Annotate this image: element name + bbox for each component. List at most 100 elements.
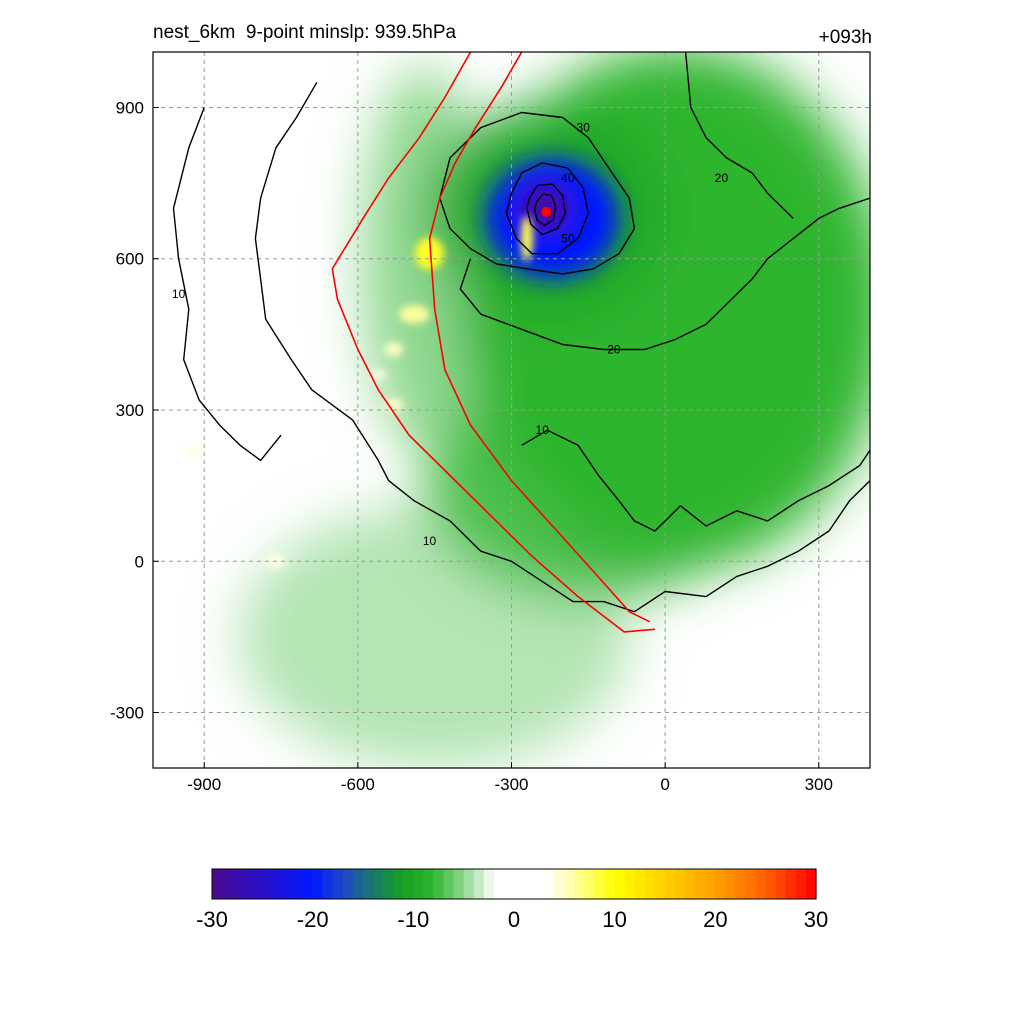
colorbar-cell	[212, 869, 223, 899]
colorbar-cell	[685, 869, 696, 899]
colorbar-cell	[503, 869, 515, 899]
colorbar-cells	[212, 869, 817, 899]
red-line-2	[428, 52, 651, 623]
colorbar: -30 -20 -10 0 10 20 30	[196, 868, 828, 932]
positive-patch-0	[415, 237, 444, 270]
contour-60	[533, 193, 557, 227]
red-line-1	[331, 52, 655, 633]
colorbar-tick-label: -30	[196, 907, 228, 932]
colorbar-cell	[463, 869, 475, 899]
colorbar-cell	[654, 869, 666, 899]
colorbar-cell	[373, 869, 384, 899]
y-tick-label: 300	[116, 401, 144, 420]
positive-patch-3	[384, 398, 403, 412]
colorbar-cell	[272, 869, 284, 899]
colorbar-cell	[514, 869, 525, 899]
contour-label: 50	[561, 232, 575, 246]
field-core	[485, 157, 620, 279]
colorbar-cell	[423, 869, 435, 899]
contour-label: 20	[715, 171, 729, 185]
colorbar-cell	[614, 869, 626, 899]
colorbar-cell	[483, 869, 495, 899]
colorbar-cell	[715, 869, 726, 899]
colorbar-cell	[795, 869, 807, 899]
colorbar-cell	[574, 869, 586, 899]
forecast-hour-label: +093h	[818, 27, 872, 48]
contour-label: 30	[577, 121, 591, 135]
colorbar-cell	[292, 869, 304, 899]
colorbar-cell	[524, 869, 535, 899]
contour-20	[684, 52, 794, 219]
colorbar-tick-label: 30	[804, 907, 828, 932]
positive-patch-2	[384, 342, 403, 357]
colorbar-cell	[775, 869, 787, 899]
contour-label: 40	[561, 171, 575, 185]
colorbar-cell	[735, 869, 747, 899]
x-tick-label: -900	[187, 775, 221, 794]
contour-label: 20	[607, 342, 621, 356]
axes: -900 -600 -300 0 300 -300 0 300 600 900	[110, 98, 833, 794]
colorbar-cell	[805, 869, 817, 899]
contour-10	[172, 107, 282, 462]
colorbar-cell	[403, 869, 414, 899]
colorbar-cell	[302, 869, 314, 899]
field-patches	[184, 215, 534, 569]
colorbar-cell	[705, 869, 716, 899]
positive-patch-5	[184, 444, 204, 457]
colorbar-cell	[393, 869, 404, 899]
colorbar-cell	[785, 869, 797, 899]
colorbar-cell	[644, 869, 656, 899]
x-tick-label: 0	[660, 775, 669, 794]
colorbar-cell	[242, 869, 253, 899]
colorbar-cell	[624, 869, 636, 899]
y-tick-label: 0	[135, 552, 144, 571]
colorbar-cell	[252, 869, 263, 899]
contour-10	[254, 81, 870, 613]
colorbar-cell	[665, 869, 676, 899]
storm-center-marker	[541, 206, 552, 217]
colorbar-tick-label: 20	[703, 907, 727, 932]
colorbar-tick-label: 10	[602, 907, 626, 932]
colorbar-cell	[433, 869, 445, 899]
colorbar-cell	[363, 869, 374, 899]
colorbar-cell	[312, 869, 324, 899]
y-tick-label: -300	[110, 704, 144, 723]
chart-title: nest_6km 9-point minslp: 939.5hPa	[153, 22, 457, 43]
colorbar-cell	[352, 869, 364, 899]
colorbar-cell	[765, 869, 777, 899]
contour-label: 10	[423, 534, 437, 548]
contour-label: 10	[536, 423, 550, 437]
colorbar-cell	[493, 869, 505, 899]
colorbar-tick-label: 0	[508, 907, 520, 932]
plot-area: 10 10 10 20 20 30 40 50	[153, 52, 870, 768]
colorbar-cell	[745, 869, 757, 899]
colorbar-cell	[725, 869, 737, 899]
colorbar-cell	[695, 869, 706, 899]
positive-patch-1	[398, 305, 430, 324]
colorbar-tick-labels: -30 -20 -10 0 10 20 30	[196, 907, 828, 932]
contour-50	[526, 183, 566, 236]
colorbar-cell	[342, 869, 354, 899]
colorbar-cell	[453, 869, 465, 899]
colorbar-cell	[232, 869, 243, 899]
colorbar-cell	[675, 869, 686, 899]
colorbar-cell	[594, 869, 606, 899]
colorbar-cell	[332, 869, 344, 899]
contour-30	[439, 111, 636, 275]
colorbar-frame	[211, 868, 817, 900]
colorbar-cell	[222, 869, 233, 899]
y-tick-label: 900	[116, 98, 144, 117]
positive-patch-6	[371, 369, 386, 380]
positive-patch-4	[520, 215, 534, 262]
colorbar-cell	[604, 869, 616, 899]
colorbar-cell	[443, 869, 455, 899]
x-tick-label: -300	[494, 775, 528, 794]
colorbar-cell	[262, 869, 273, 899]
colorbar-cell	[473, 869, 485, 899]
colorbar-cell	[322, 869, 334, 899]
colorbar-cell	[282, 869, 294, 899]
contour-10	[521, 429, 870, 532]
x-tick-label: -600	[341, 775, 375, 794]
colorbar-tick-label: -20	[297, 907, 329, 932]
y-tick-label: 600	[116, 250, 144, 269]
